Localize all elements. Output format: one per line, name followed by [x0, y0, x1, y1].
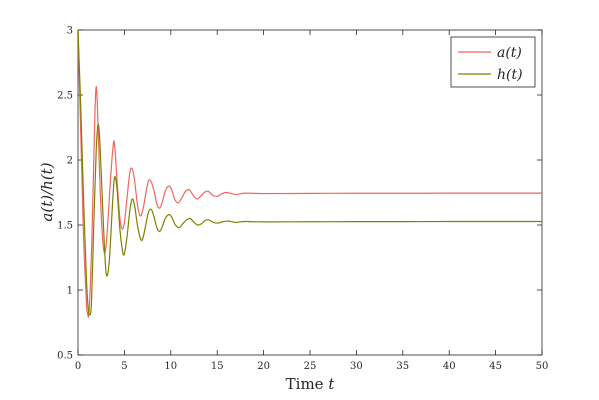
x-tick-label: 20	[257, 361, 270, 372]
x-tick-label: 35	[396, 361, 409, 372]
series-line-h	[78, 30, 542, 316]
y-tick-label: 3	[67, 26, 73, 37]
y-axis-label: a(t)/h(t)	[38, 162, 56, 221]
y-tick-label: 2	[67, 156, 73, 167]
x-tick-label: 50	[536, 361, 549, 372]
x-tick-label: 25	[304, 361, 317, 372]
x-axis-label-var: t	[328, 375, 335, 393]
series-layer	[78, 30, 542, 318]
y-tick-label: 1	[67, 286, 73, 297]
x-tick-label: 45	[489, 361, 502, 372]
y-tick-label: 2.5	[57, 91, 73, 102]
x-tick-label: 30	[350, 361, 363, 372]
x-tick-label: 0	[75, 361, 81, 372]
legend-box	[450, 36, 536, 88]
series-line-a	[78, 30, 542, 318]
legend-label-h: h(t)	[497, 67, 523, 83]
x-axis-label: Time t	[286, 375, 336, 393]
x-tick-label: 10	[164, 361, 177, 372]
x-tick-label: 40	[443, 361, 456, 372]
x-tick-label: 15	[211, 361, 224, 372]
y-tick-label: 1.5	[57, 221, 73, 232]
y-tick-label: 0.5	[57, 351, 73, 362]
x-axis-label-prefix: Time	[286, 375, 329, 393]
x-tick-label: 5	[121, 361, 127, 372]
legend-label-a: a(t)	[497, 45, 522, 61]
legend: a(t) h(t)	[450, 36, 536, 88]
axis-ticks: 0 5 10 15 20 25 30 35 40 45 50 0.5 1 1.5 2 2.5 3	[57, 26, 548, 373]
